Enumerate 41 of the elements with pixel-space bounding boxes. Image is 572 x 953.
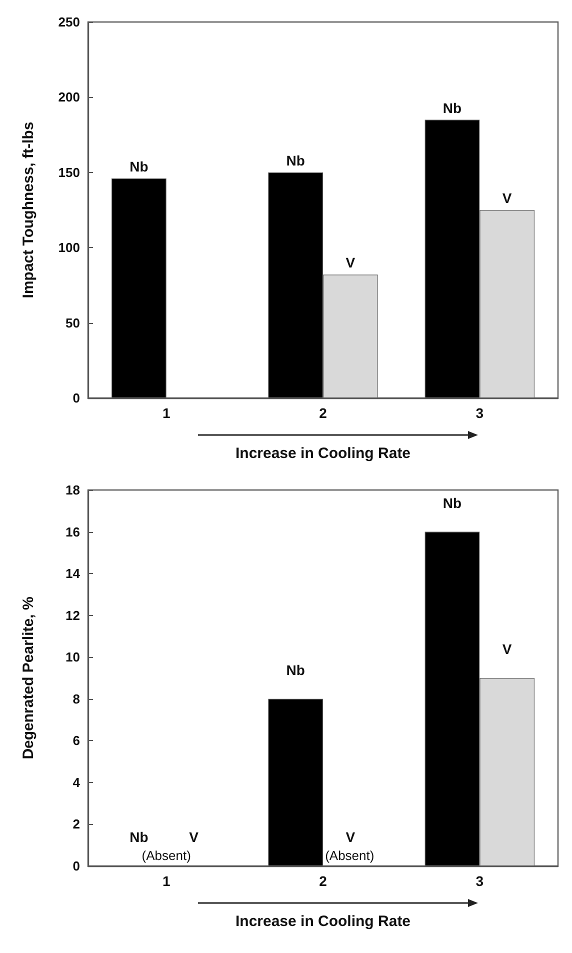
x-tick-label: 2 [319,405,328,421]
y-axis-title: Degenrated Pearlite, % [20,596,37,760]
text: V [346,829,356,845]
y-tick-label: 16 [66,524,80,540]
y-tick-label: 8 [72,691,80,706]
x-tick-label: 1 [162,405,170,421]
series-label: Nb [286,662,305,678]
y-tick-label: 100 [58,240,80,256]
text: Nb [130,158,148,174]
bar [112,178,166,398]
x-axis-title: Increase in Cooling Rate [235,445,411,462]
text: Nb [130,829,148,845]
y-tick-label: 0 [72,390,80,406]
y-tick-label: 2 [72,816,80,832]
y-tick-label: 50 [66,315,80,330]
y-tick-label: 0 [72,858,80,874]
annotation: (Absent) [142,848,191,863]
y-tick-label: 6 [72,733,80,748]
series-label: Nb [286,152,305,168]
annotation: (Absent) [325,848,374,863]
y-tick-label: 10 [66,650,80,665]
text: Nb [442,494,462,511]
series-label: V [346,254,356,271]
y-tick-label: 250 [58,14,80,30]
series-label: V [502,641,512,657]
y-tick-label: 18 [66,482,80,498]
x-tick-label: 3 [476,873,484,889]
y-tick-label: 150 [58,164,80,180]
x-tick-label: 1 [162,873,170,889]
x-axis-title: Increase in Cooling Rate [235,913,411,930]
x-tick-label: 2 [319,873,328,889]
x-tick-label: 3 [476,405,484,421]
y-tick-label: 14 [66,566,81,582]
y-tick-label: 200 [58,90,80,105]
text: V [502,190,512,206]
bar [268,698,323,866]
y-tick-label: 12 [66,608,80,623]
text: V [189,829,198,845]
text: Nb [442,100,462,116]
y-tick-label: 4 [72,774,81,790]
y-axis-title: Impact Toughness, ft-lbs [20,122,37,298]
